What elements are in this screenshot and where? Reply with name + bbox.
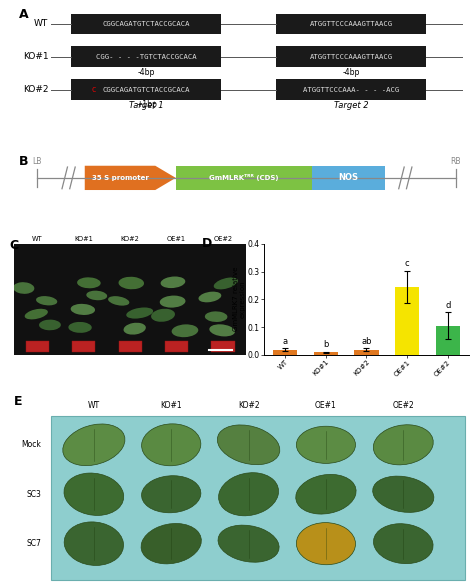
- Polygon shape: [85, 166, 176, 190]
- Text: KO#1: KO#1: [160, 401, 182, 410]
- Ellipse shape: [210, 325, 235, 336]
- Ellipse shape: [68, 322, 92, 333]
- Bar: [118, 342, 142, 352]
- Text: RB: RB: [450, 157, 461, 166]
- Ellipse shape: [71, 304, 95, 315]
- Ellipse shape: [205, 312, 228, 322]
- Bar: [26, 342, 49, 352]
- Ellipse shape: [63, 424, 125, 466]
- Text: KO#2: KO#2: [121, 236, 140, 242]
- Text: KO#2: KO#2: [238, 401, 259, 410]
- Ellipse shape: [86, 290, 107, 300]
- Text: a: a: [283, 336, 288, 346]
- Bar: [273, 350, 297, 355]
- Bar: [276, 14, 426, 34]
- Text: ATGGTTCCCAAAGTTAACG: ATGGTTCCCAAAGTTAACG: [310, 54, 392, 60]
- Text: C: C: [91, 86, 96, 93]
- Bar: [71, 79, 221, 100]
- Bar: [165, 342, 188, 352]
- Ellipse shape: [108, 296, 129, 306]
- Y-axis label: GmMLRK7 relative
expression: GmMLRK7 relative expression: [233, 267, 246, 332]
- Text: SC7: SC7: [27, 539, 42, 548]
- Ellipse shape: [160, 296, 185, 308]
- Ellipse shape: [141, 523, 201, 564]
- Text: OE#2: OE#2: [213, 236, 232, 242]
- Ellipse shape: [217, 425, 280, 465]
- Ellipse shape: [64, 522, 124, 566]
- Bar: [314, 352, 338, 355]
- Text: D: D: [202, 237, 212, 250]
- Text: OE#1: OE#1: [167, 236, 186, 242]
- Text: d: d: [445, 300, 450, 309]
- Text: 35 S promoter: 35 S promoter: [91, 175, 148, 181]
- Text: +1bp: +1bp: [136, 101, 156, 109]
- Text: KO#2: KO#2: [23, 85, 48, 94]
- Text: LB: LB: [32, 157, 42, 166]
- Ellipse shape: [214, 278, 238, 289]
- Text: CGG- - - -TGTCTACCGCACA: CGG- - - -TGTCTACCGCACA: [96, 54, 197, 60]
- Ellipse shape: [218, 525, 279, 562]
- Text: CGGCAGATGTCTACCGCACA: CGGCAGATGTCTACCGCACA: [102, 21, 190, 27]
- Ellipse shape: [142, 424, 201, 466]
- Text: Target 1: Target 1: [129, 101, 164, 110]
- Text: KO#1: KO#1: [74, 236, 93, 242]
- Bar: [71, 46, 221, 67]
- Text: KO#1: KO#1: [23, 52, 48, 61]
- Text: -4bp: -4bp: [137, 68, 155, 76]
- Ellipse shape: [126, 308, 153, 319]
- Text: c: c: [405, 259, 410, 268]
- Text: OE#2: OE#2: [392, 401, 414, 410]
- Text: ab: ab: [361, 336, 372, 346]
- Text: Target 2: Target 2: [334, 101, 368, 110]
- Text: SC3: SC3: [27, 490, 42, 499]
- Text: C: C: [9, 239, 18, 252]
- Text: GmMLRKᵀᴿᴿ (CDS): GmMLRKᵀᴿᴿ (CDS): [209, 175, 279, 181]
- Text: WT: WT: [32, 236, 43, 242]
- Bar: [436, 326, 460, 355]
- Bar: [276, 79, 426, 100]
- Text: b: b: [323, 340, 328, 349]
- Ellipse shape: [124, 323, 146, 335]
- Bar: [176, 166, 312, 190]
- Ellipse shape: [151, 309, 175, 322]
- Text: -4bp: -4bp: [342, 68, 360, 76]
- Text: NOS: NOS: [339, 173, 359, 182]
- Ellipse shape: [36, 296, 57, 305]
- Ellipse shape: [161, 276, 185, 288]
- Ellipse shape: [296, 523, 356, 564]
- Ellipse shape: [374, 425, 433, 465]
- Ellipse shape: [172, 325, 198, 337]
- Ellipse shape: [25, 309, 48, 319]
- Text: ATGGTTCCCAAA- - - -ACG: ATGGTTCCCAAA- - - -ACG: [303, 86, 399, 93]
- Text: ATGGTTCCCAAAGTTAACG: ATGGTTCCCAAAGTTAACG: [310, 21, 392, 27]
- Ellipse shape: [296, 426, 356, 463]
- Ellipse shape: [77, 278, 100, 288]
- Bar: [312, 166, 385, 190]
- Ellipse shape: [64, 473, 124, 516]
- Bar: [395, 287, 419, 355]
- Ellipse shape: [219, 473, 279, 516]
- Ellipse shape: [118, 277, 144, 289]
- Text: E: E: [14, 395, 23, 409]
- Ellipse shape: [13, 282, 34, 294]
- Bar: [71, 14, 221, 34]
- Bar: [354, 350, 379, 355]
- Text: WT: WT: [34, 19, 48, 28]
- Text: Mock: Mock: [22, 440, 42, 449]
- Bar: [211, 342, 235, 352]
- Ellipse shape: [142, 476, 201, 513]
- Text: CGGCAGATGTCTACCGCACA: CGGCAGATGTCTACCGCACA: [102, 86, 190, 93]
- Ellipse shape: [39, 320, 61, 330]
- Text: A: A: [19, 8, 28, 21]
- Text: WT: WT: [88, 401, 100, 410]
- Text: OE#1: OE#1: [315, 401, 337, 410]
- Ellipse shape: [296, 475, 356, 514]
- Ellipse shape: [199, 292, 221, 302]
- Ellipse shape: [373, 476, 434, 512]
- Text: B: B: [19, 155, 28, 168]
- Bar: [72, 342, 95, 352]
- Bar: [276, 46, 426, 67]
- Ellipse shape: [374, 524, 433, 564]
